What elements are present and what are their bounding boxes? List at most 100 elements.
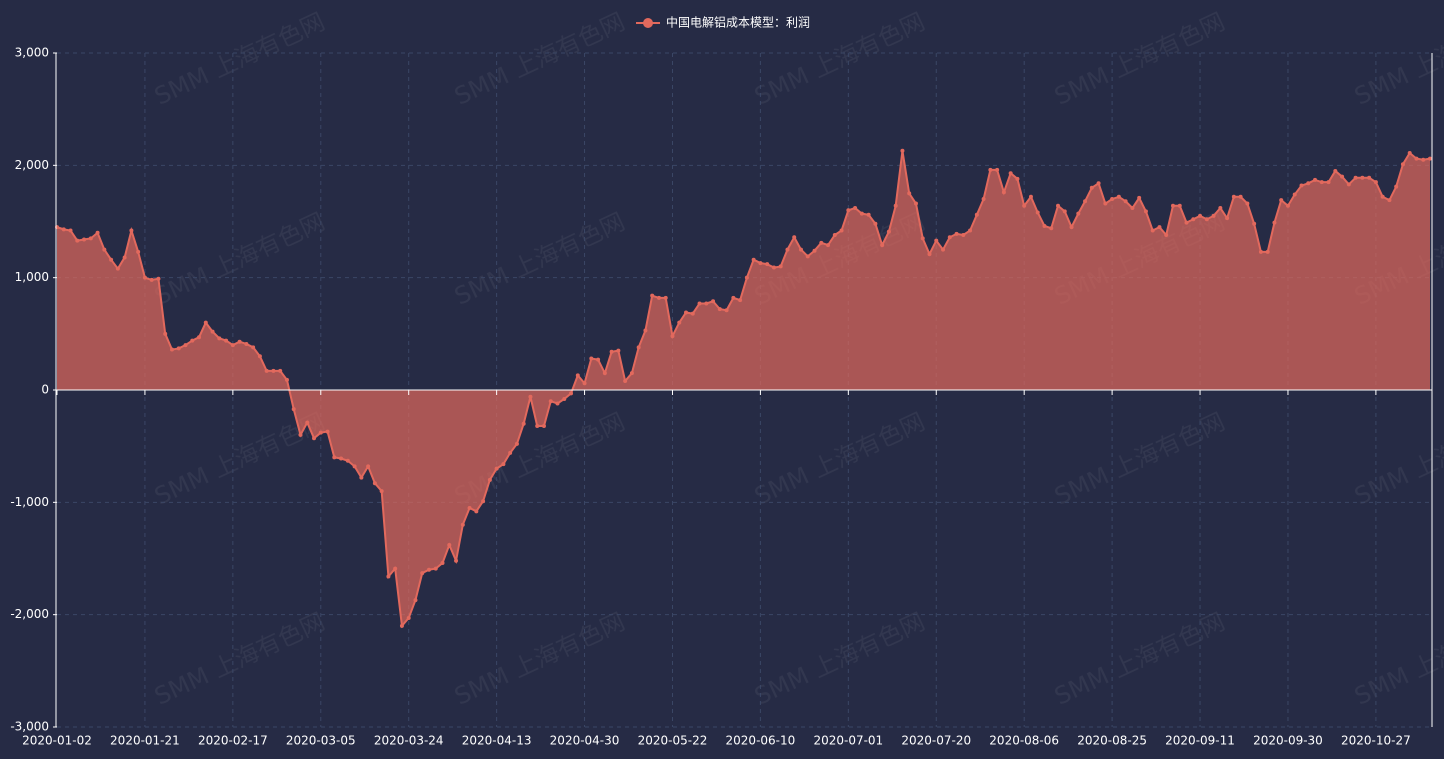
- data-point: [1177, 203, 1182, 208]
- data-point: [156, 276, 161, 281]
- data-point: [636, 345, 641, 350]
- data-point: [995, 167, 1000, 172]
- data-point: [1076, 211, 1081, 216]
- x-tick-label: 2020-09-11: [1165, 734, 1235, 748]
- data-point: [183, 343, 188, 348]
- data-point: [744, 275, 749, 280]
- data-point: [1279, 198, 1284, 203]
- data-point: [623, 379, 628, 384]
- data-point: [474, 509, 479, 514]
- data-point: [508, 450, 513, 455]
- data-point: [1225, 216, 1230, 221]
- data-point: [501, 462, 506, 467]
- data-point: [447, 543, 452, 548]
- data-point: [1049, 226, 1054, 231]
- data-point: [873, 221, 878, 226]
- data-point: [826, 243, 831, 248]
- data-point: [1285, 203, 1290, 208]
- data-point: [1069, 225, 1074, 230]
- data-point: [805, 254, 810, 259]
- area-fill: [57, 150, 1430, 626]
- data-point: [670, 334, 675, 339]
- data-point: [1056, 203, 1061, 208]
- x-tick-label: 2020-03-05: [286, 734, 356, 748]
- data-point: [819, 240, 824, 245]
- data-point: [1035, 210, 1040, 215]
- data-point: [839, 228, 844, 233]
- y-tick-label: 1,000: [15, 270, 49, 284]
- data-point: [1028, 194, 1033, 199]
- y-tick-label: -2,000: [10, 607, 49, 621]
- data-point: [291, 407, 296, 412]
- data-point: [460, 522, 465, 527]
- data-point: [467, 505, 472, 510]
- data-point: [1062, 209, 1067, 214]
- data-point: [927, 252, 932, 257]
- data-point: [1319, 180, 1324, 185]
- data-point: [913, 201, 918, 206]
- data-point: [1353, 175, 1358, 180]
- plot: [55, 148, 1432, 629]
- data-point: [1265, 249, 1270, 254]
- data-point: [197, 335, 202, 340]
- data-point: [1231, 194, 1236, 199]
- data-point: [413, 598, 418, 603]
- data-point: [75, 238, 80, 243]
- x-tick-label: 2020-10-27: [1341, 734, 1411, 748]
- data-point: [257, 354, 262, 359]
- data-point: [298, 432, 303, 437]
- data-point: [697, 301, 702, 306]
- data-point: [1326, 180, 1331, 185]
- x-tick-label: 2020-07-20: [901, 734, 971, 748]
- data-point: [1015, 176, 1020, 181]
- data-point: [609, 349, 614, 354]
- data-point: [1421, 157, 1426, 162]
- data-point: [792, 235, 797, 240]
- data-point: [731, 295, 736, 300]
- data-point: [129, 228, 134, 233]
- x-tick-label: 2020-08-25: [1077, 734, 1147, 748]
- data-point: [1306, 181, 1311, 186]
- data-point: [684, 310, 689, 315]
- data-point: [1204, 217, 1209, 222]
- data-point: [1299, 183, 1304, 188]
- data-point: [1137, 195, 1142, 200]
- data-point: [1211, 213, 1216, 218]
- data-point: [704, 301, 709, 306]
- data-point: [1394, 184, 1399, 189]
- data-point: [1184, 220, 1189, 225]
- data-point: [514, 441, 519, 446]
- data-point: [454, 558, 459, 563]
- data-point: [900, 148, 905, 153]
- data-point: [386, 574, 391, 579]
- data-point: [555, 401, 560, 406]
- data-point: [961, 232, 966, 237]
- x-tick-label: 2020-09-30: [1253, 734, 1323, 748]
- data-point: [562, 396, 567, 401]
- data-point: [318, 430, 323, 435]
- data-point: [846, 208, 851, 213]
- legend-label: 中国电解铝成本模型：利润: [666, 15, 810, 30]
- data-point: [1258, 249, 1263, 254]
- data-point: [399, 623, 404, 628]
- data-point: [1367, 175, 1372, 180]
- data-point: [406, 616, 411, 621]
- data-point: [190, 338, 195, 343]
- data-point: [1008, 171, 1013, 176]
- data-point: [941, 247, 946, 252]
- data-point: [690, 311, 695, 316]
- data-point: [650, 293, 655, 298]
- data-point: [947, 235, 952, 240]
- data-point: [359, 475, 364, 480]
- data-point: [569, 391, 574, 396]
- x-tick-label: 2020-04-13: [462, 734, 532, 748]
- data-point: [1292, 192, 1297, 197]
- data-point: [433, 566, 438, 571]
- data-point: [109, 257, 114, 262]
- x-tick-label: 2020-06-10: [726, 734, 796, 748]
- data-point: [102, 247, 107, 252]
- data-point: [1414, 156, 1419, 161]
- data-point: [832, 232, 837, 237]
- data-point: [643, 328, 648, 333]
- data-point: [339, 456, 344, 461]
